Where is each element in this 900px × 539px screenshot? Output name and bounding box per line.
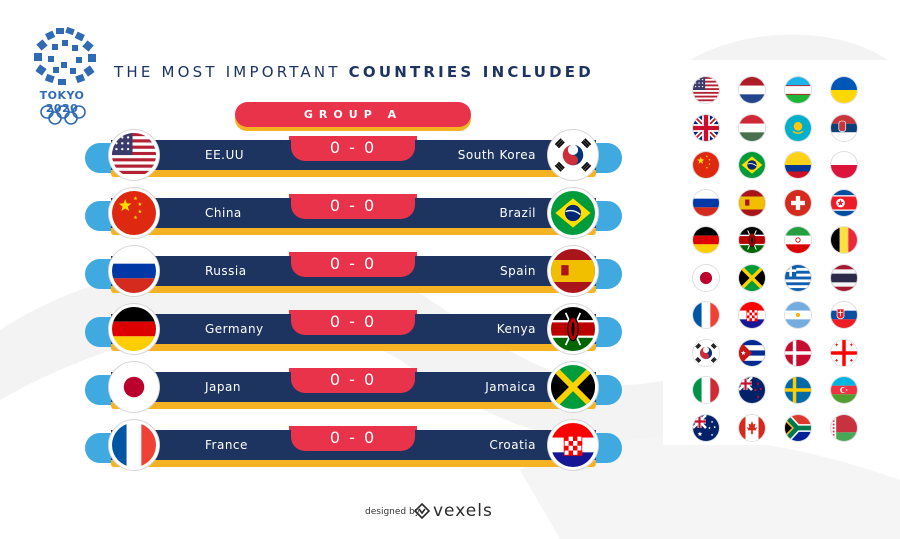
match-score: 0 - 0	[289, 194, 417, 219]
usa-flag-icon	[109, 130, 159, 180]
vexels-brand-text: vexels	[433, 501, 493, 521]
flag-grid	[663, 60, 900, 445]
kenya-flag-icon	[739, 227, 765, 253]
greece-flag-icon	[785, 264, 811, 291]
usa-flag-icon	[693, 77, 719, 103]
headline-part2: COUNTRIES INCLUDED	[348, 63, 594, 81]
france-flag-icon	[693, 302, 719, 328]
away-team-name: Brazil	[499, 206, 536, 220]
match-score: 0 - 0	[289, 368, 417, 393]
italy-flag-icon	[693, 377, 719, 403]
hungary-flag-icon	[739, 114, 765, 141]
sweden-flag-icon	[785, 377, 811, 403]
switzerland-flag-icon	[785, 189, 811, 216]
slovakia-flag-icon	[831, 302, 857, 328]
thailand-flag-icon	[831, 264, 857, 291]
home-team-name: France	[205, 438, 248, 452]
match-score: 0 - 0	[289, 310, 417, 335]
denmark-flag-icon	[785, 339, 811, 366]
germany-flag-icon	[693, 227, 719, 253]
north-korea-flag-icon	[831, 189, 857, 216]
japan-flag-icon	[109, 362, 159, 412]
japan-flag-icon	[693, 264, 719, 291]
home-team-name: Russia	[205, 264, 247, 278]
belgium-flag-icon	[831, 227, 857, 253]
colombia-flag-icon	[785, 152, 811, 178]
home-team-name: Germany	[205, 322, 264, 336]
south-korea-flag-icon	[693, 339, 719, 366]
georgia-flag-icon	[831, 339, 857, 366]
olympic-rings-icon	[40, 105, 86, 125]
kazakhstan-flag-icon	[785, 114, 811, 141]
home-team-name: EE.UU	[205, 148, 245, 162]
headline-part1: THE MOST IMPORTANT	[114, 63, 341, 81]
away-team-name: Jamaica	[485, 380, 536, 394]
home-team-name: Japan	[205, 380, 241, 394]
spain-flag-icon	[739, 189, 765, 216]
match-score: 0 - 0	[289, 426, 417, 451]
uk-flag-icon	[693, 114, 719, 141]
match-row: 0 - 0 EE.UU South Korea	[85, 130, 622, 189]
group-label: GROUP A	[235, 102, 471, 127]
serbia-flag-icon	[831, 114, 857, 141]
netherlands-flag-icon	[739, 77, 765, 103]
russia-flag-icon	[109, 246, 159, 296]
tokyo-2020-emblem	[34, 26, 96, 85]
brazil-flag-icon	[548, 188, 598, 238]
south-korea-flag-icon	[548, 130, 598, 180]
australia-flag-icon	[693, 414, 719, 441]
match-score: 0 - 0	[289, 252, 417, 277]
vexels-mark-icon	[414, 503, 430, 519]
uzbekistan-flag-icon	[785, 77, 811, 103]
match-row: 0 - 0 France Croatia	[85, 420, 622, 479]
belarus-flag-icon	[831, 414, 857, 441]
france-flag-icon	[109, 420, 159, 470]
home-team-name: China	[205, 206, 242, 220]
poland-flag-icon	[831, 152, 857, 178]
new-zealand-flag-icon	[739, 377, 765, 403]
jamaica-flag-icon	[739, 264, 765, 291]
jamaica-flag-icon	[548, 362, 598, 412]
germany-flag-icon	[109, 304, 159, 354]
china-flag-icon	[109, 188, 159, 238]
canada-flag-icon	[739, 414, 765, 441]
match-row: 0 - 0 Japan Jamaica	[85, 362, 622, 421]
away-team-name: Croatia	[489, 438, 536, 452]
croatia-flag-icon	[739, 302, 765, 328]
designed-by-text: designed by	[365, 507, 421, 517]
away-team-name: South Korea	[457, 148, 536, 162]
match-row: 0 - 0 Germany Kenya	[85, 304, 622, 363]
match-row: 0 - 0 Russia Spain	[85, 246, 622, 305]
ukraine-flag-icon	[831, 77, 857, 103]
headline: THE MOST IMPORTANT COUNTRIES INCLUDED	[114, 63, 594, 81]
match-row: 0 - 0 China Brazil	[85, 188, 622, 247]
russia-flag-icon	[693, 189, 719, 216]
away-team-name: Kenya	[496, 322, 536, 336]
croatia-flag-icon	[548, 420, 598, 470]
south-africa-flag-icon	[785, 414, 811, 441]
group-pill: GROUP A	[235, 102, 471, 131]
away-team-name: Spain	[499, 264, 536, 278]
vexels-logo: vexels	[414, 501, 493, 521]
brazil-flag-icon	[739, 152, 765, 178]
cuba-flag-icon	[739, 339, 765, 366]
kenya-flag-icon	[548, 304, 598, 354]
argentina-flag-icon	[785, 302, 811, 328]
iran-flag-icon	[785, 227, 811, 253]
spain-flag-icon	[548, 246, 598, 296]
azerbaijan-flag-icon	[831, 377, 857, 403]
china-flag-icon	[693, 152, 719, 178]
match-score: 0 - 0	[289, 136, 417, 161]
